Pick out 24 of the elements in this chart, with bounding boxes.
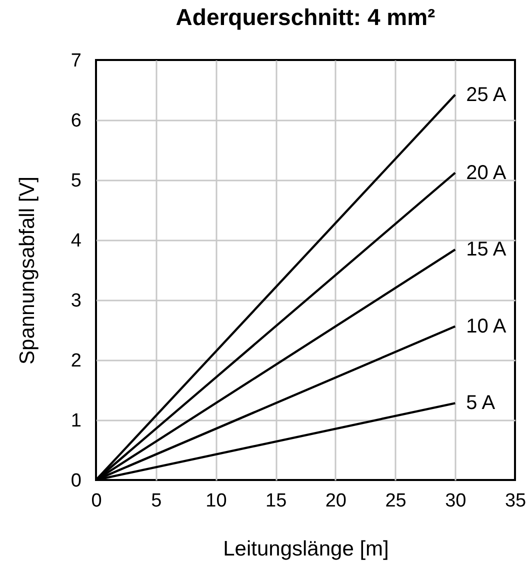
y-tick-label: 5 bbox=[70, 170, 82, 192]
x-tick-label: 0 bbox=[91, 490, 102, 512]
x-tick-label: 15 bbox=[266, 490, 287, 512]
x-tick-label: 20 bbox=[325, 490, 346, 512]
x-tick-label: 5 bbox=[151, 490, 162, 512]
x-tick-label: 25 bbox=[385, 490, 406, 512]
y-tick-label: 6 bbox=[70, 110, 82, 132]
series-label: 5 A bbox=[466, 392, 496, 414]
series-label: 15 A bbox=[466, 238, 507, 261]
x-axis-title: Leitungslänge [m] bbox=[223, 538, 389, 560]
chart-title: Aderquerschnitt: 4 mm² bbox=[176, 4, 436, 30]
y-tick-label: 1 bbox=[70, 410, 82, 432]
y-axis-title: Spannungsabfall [V] bbox=[16, 176, 39, 364]
y-tick-label: 7 bbox=[70, 50, 82, 72]
y-tick-label: 4 bbox=[70, 230, 82, 252]
x-tick-label: 10 bbox=[206, 490, 227, 512]
x-tick-label: 30 bbox=[445, 490, 466, 512]
y-tick-label: 0 bbox=[70, 470, 82, 492]
series-label: 25 A bbox=[466, 84, 507, 106]
series-label: 10 A bbox=[466, 315, 507, 338]
series-label: 20 A bbox=[466, 162, 507, 184]
x-tick-label: 35 bbox=[504, 490, 526, 512]
y-tick-label: 2 bbox=[70, 350, 82, 372]
y-tick-label: 3 bbox=[70, 290, 82, 312]
